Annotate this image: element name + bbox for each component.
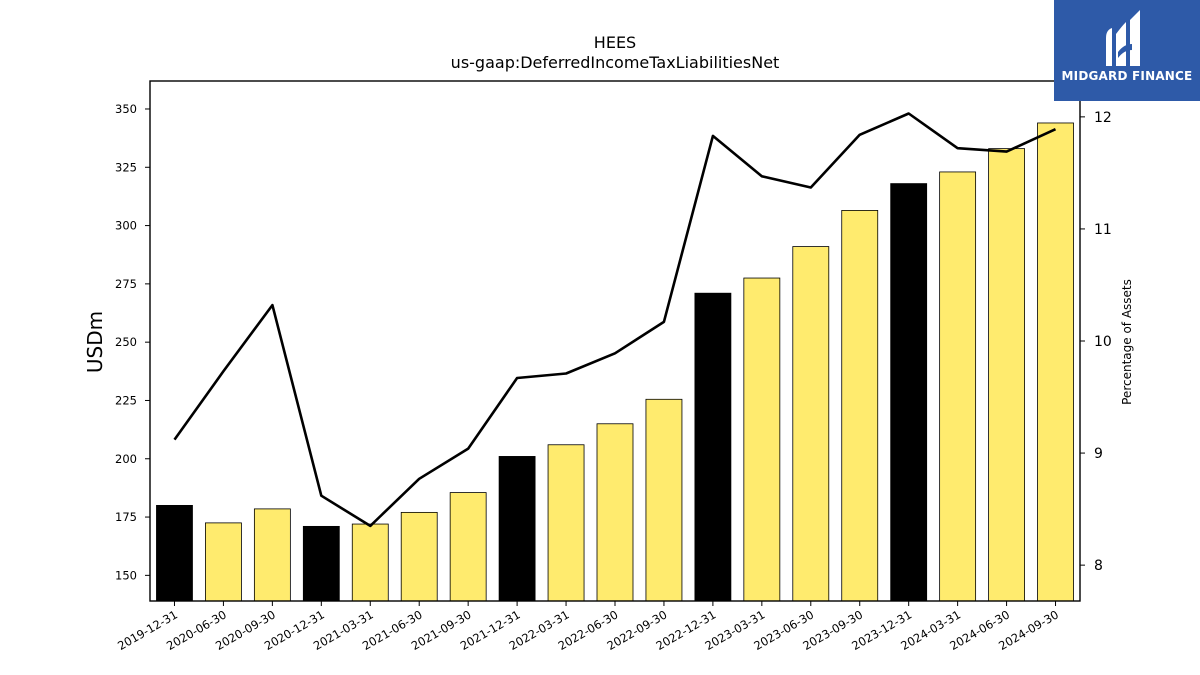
y2-tick-label: 12: [1094, 110, 1112, 126]
chart-title: HEES: [594, 33, 636, 52]
y-tick-label: 300: [115, 219, 137, 233]
bar-2020-06-30: [205, 522, 242, 602]
y-tick-label: 200: [115, 452, 137, 466]
y-tick-label: 175: [115, 510, 137, 524]
y-tick-label: 150: [115, 568, 137, 582]
brand-logo: MIDGARD FINANCE: [1054, 0, 1200, 101]
y-tick-label: 250: [115, 335, 137, 349]
y2-axis-label: Percentage of Assets: [1120, 279, 1134, 405]
bar-2021-09-30: [449, 492, 487, 602]
midgard-logo-icon: [1106, 10, 1140, 66]
y2-tick-label: 8: [1094, 558, 1103, 574]
bar-2020-12-31: [302, 525, 340, 602]
y2-tick-label: 9: [1094, 446, 1103, 462]
bar-2023-03-31: [743, 277, 781, 602]
bar-2024-06-30: [988, 148, 1025, 602]
y2-tick-label: 10: [1094, 334, 1112, 350]
y2-tick-label: 11: [1094, 222, 1112, 238]
bar-2024-09-30: [1037, 122, 1074, 602]
bar-2022-03-31: [547, 444, 585, 602]
bar-2022-12-31: [694, 292, 732, 602]
line-group: [173, 112, 1057, 528]
bar-2021-12-31: [498, 456, 536, 602]
bar-2021-03-31: [351, 523, 389, 602]
logo-text: MIDGARD FINANCE: [1061, 69, 1193, 83]
bar-2023-06-30: [792, 246, 830, 602]
y-tick-label: 275: [115, 277, 137, 291]
bar-2024-03-31: [939, 171, 977, 602]
y-tick-label: 225: [115, 393, 137, 407]
bar-2020-09-30: [253, 508, 291, 602]
bar-2022-06-30: [596, 423, 634, 602]
y-tick-label: 325: [115, 160, 137, 174]
y-axis-label: USDm: [83, 311, 107, 373]
bar-2023-09-30: [841, 210, 879, 602]
chart-subtitle: us-gaap:DeferredIncomeTaxLiabilitiesNet: [451, 53, 780, 72]
bar-2023-12-31: [890, 183, 928, 602]
bar-2019-12-31: [156, 504, 193, 602]
bar-2022-09-30: [645, 398, 683, 602]
bars-group: [156, 122, 1074, 602]
y-tick-label: 350: [115, 102, 137, 116]
bar-2021-06-30: [400, 511, 438, 602]
